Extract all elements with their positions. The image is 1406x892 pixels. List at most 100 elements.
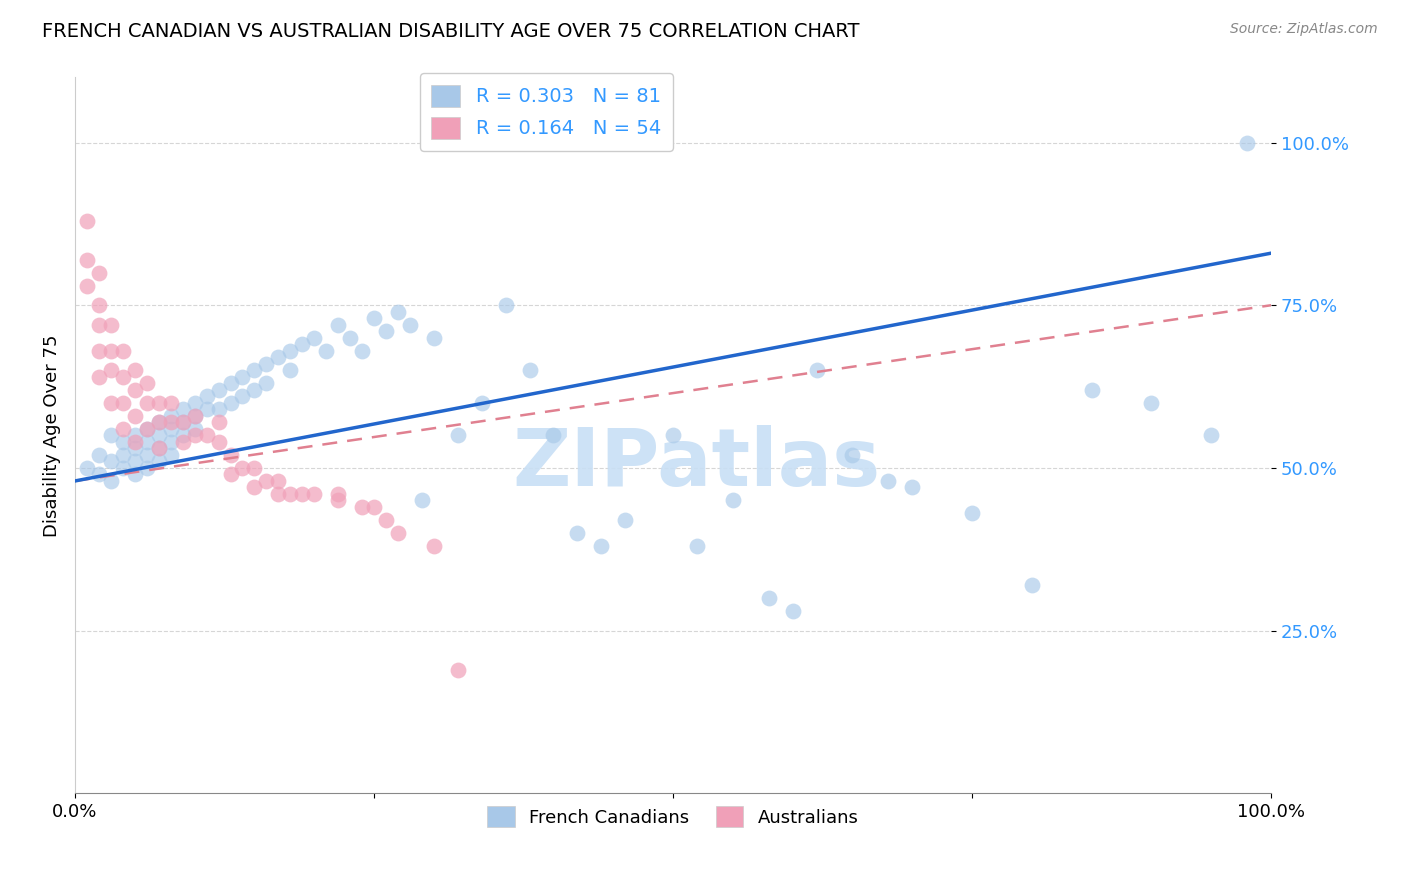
Point [231, 461, 253, 475]
Point [148, 454, 170, 468]
Point [172, 416, 194, 430]
Y-axis label: Disability Age Over 75: Disability Age Over 75 [44, 334, 60, 537]
Point [1140, 396, 1163, 410]
Point [877, 474, 900, 488]
Point [183, 409, 205, 423]
Point [614, 513, 637, 527]
Point [100, 454, 122, 468]
Point [278, 363, 301, 377]
Point [219, 448, 242, 462]
Point [100, 428, 122, 442]
Point [519, 363, 541, 377]
Point [111, 422, 134, 436]
Point [901, 480, 924, 494]
Point [219, 396, 242, 410]
Point [159, 434, 181, 449]
Point [207, 434, 229, 449]
Point [76, 278, 98, 293]
Point [423, 539, 446, 553]
Point [148, 428, 170, 442]
Point [172, 416, 194, 430]
Point [135, 376, 157, 391]
Point [960, 507, 983, 521]
Point [495, 298, 517, 312]
Point [183, 409, 205, 423]
Legend: French Canadians, Australians: French Canadians, Australians [481, 799, 866, 834]
Point [124, 442, 146, 456]
Point [100, 474, 122, 488]
Point [124, 409, 146, 423]
Point [135, 396, 157, 410]
Point [172, 402, 194, 417]
Point [328, 318, 350, 332]
Point [1236, 136, 1258, 150]
Point [124, 454, 146, 468]
Point [172, 428, 194, 442]
Point [135, 434, 157, 449]
Point [254, 474, 277, 488]
Point [375, 513, 398, 527]
Point [758, 591, 780, 606]
Point [352, 500, 374, 514]
Point [135, 422, 157, 436]
Point [363, 500, 385, 514]
Point [148, 442, 170, 456]
Point [219, 376, 242, 391]
Point [243, 383, 266, 397]
Point [243, 363, 266, 377]
Point [806, 363, 828, 377]
Point [111, 461, 134, 475]
Point [111, 396, 134, 410]
Point [447, 663, 470, 677]
Point [159, 422, 181, 436]
Point [841, 448, 863, 462]
Point [471, 396, 494, 410]
Point [135, 448, 157, 462]
Point [363, 311, 385, 326]
Point [111, 369, 134, 384]
Point [387, 526, 409, 541]
Point [195, 389, 218, 403]
Point [124, 383, 146, 397]
Point [243, 461, 266, 475]
Point [159, 396, 181, 410]
Point [124, 428, 146, 442]
Point [219, 467, 242, 482]
Point [87, 343, 110, 358]
Point [231, 369, 253, 384]
Point [159, 448, 181, 462]
Point [207, 402, 229, 417]
Point [76, 461, 98, 475]
Point [686, 539, 709, 553]
Point [124, 467, 146, 482]
Point [87, 369, 110, 384]
Point [148, 416, 170, 430]
Point [328, 487, 350, 501]
Point [183, 422, 205, 436]
Point [411, 493, 433, 508]
Point [328, 493, 350, 508]
Point [447, 428, 470, 442]
Point [183, 396, 205, 410]
Point [375, 324, 398, 338]
Point [591, 539, 613, 553]
Point [352, 343, 374, 358]
Point [399, 318, 422, 332]
Point [243, 480, 266, 494]
Point [148, 416, 170, 430]
Point [183, 428, 205, 442]
Point [278, 487, 301, 501]
Point [254, 376, 277, 391]
Point [387, 304, 409, 318]
Point [124, 434, 146, 449]
Point [135, 422, 157, 436]
Point [87, 298, 110, 312]
Point [135, 461, 157, 475]
Point [254, 357, 277, 371]
Point [267, 474, 290, 488]
Point [291, 487, 314, 501]
Point [87, 318, 110, 332]
Point [148, 442, 170, 456]
Point [567, 526, 589, 541]
Point [76, 213, 98, 227]
